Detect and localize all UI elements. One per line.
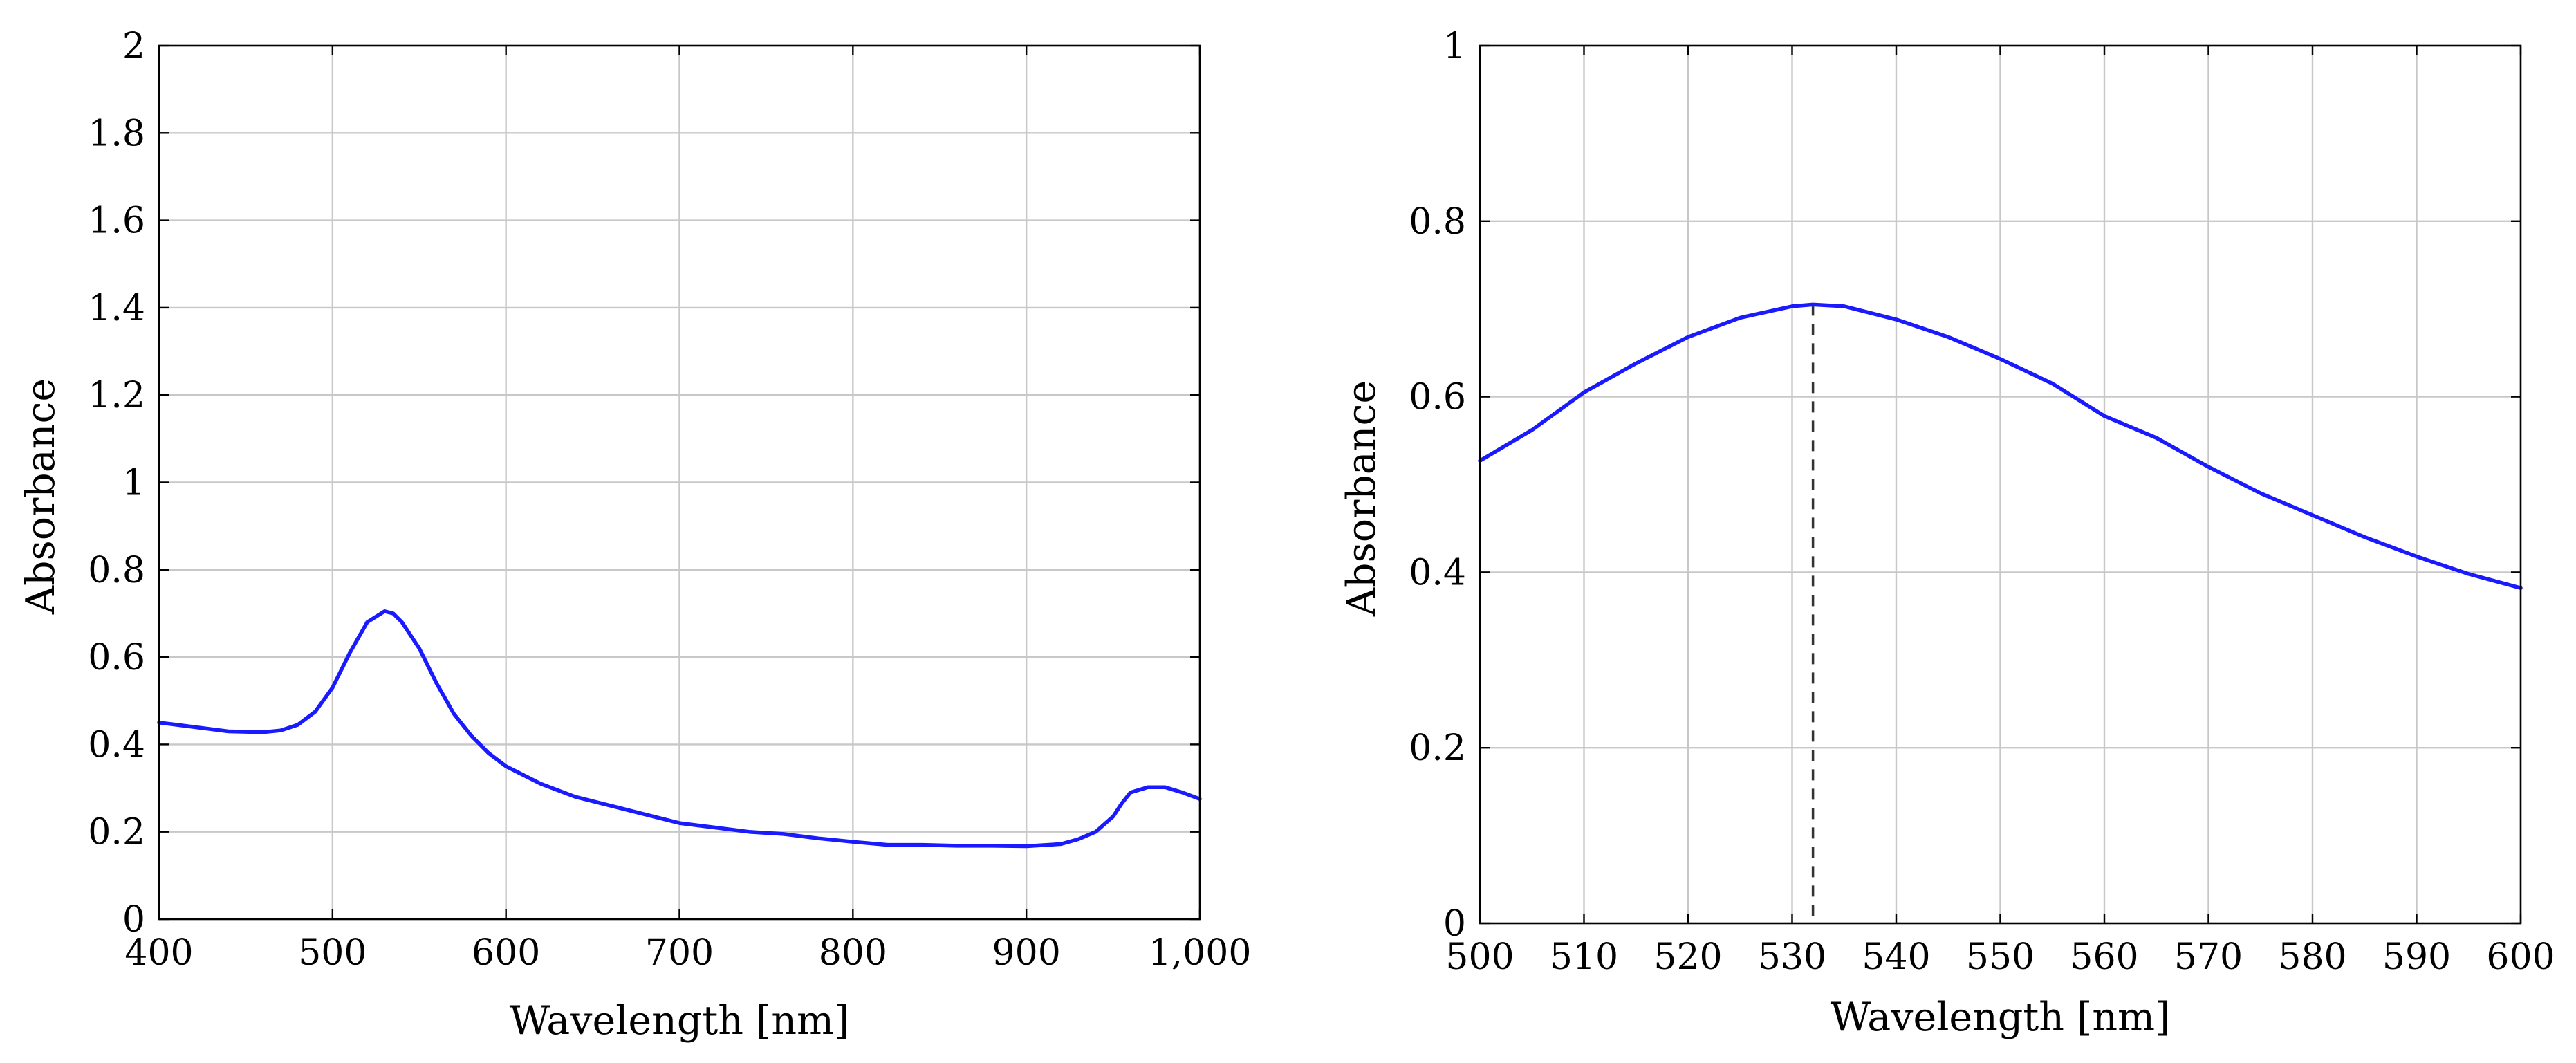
right-x-tick-label: 530: [1758, 936, 1826, 978]
left-plot-frame: [158, 44, 1201, 921]
right-x-tick-label: 550: [1966, 936, 2035, 978]
right-x-tick-label: 520: [1653, 936, 1722, 978]
left-x-axis-label: Wavelength [nm]: [510, 998, 850, 1044]
right-x-tick-label: 590: [2382, 936, 2451, 978]
right-x-tick-label: 600: [2486, 936, 2555, 978]
left-x-tick-label: 700: [645, 932, 714, 974]
left-x-tick-label: 600: [472, 932, 540, 974]
right-x-tick-label: 560: [2070, 936, 2138, 978]
right-plot-frame: [1479, 44, 2522, 925]
right-x-tick-label: 500: [1445, 936, 1514, 978]
right-x-tick-label: 540: [1862, 936, 1930, 978]
left-x-tick-label: 400: [124, 932, 193, 974]
right-y-tick-label: 0.8: [1409, 201, 1466, 243]
left-y-tick-label: 1.2: [88, 375, 145, 416]
right-y-tick-label: 0.4: [1409, 552, 1466, 593]
right-y-axis-label: Absorbance: [1339, 380, 1384, 617]
right-x-tick-label: 570: [2174, 936, 2243, 978]
left-x-tick-label: 500: [298, 932, 367, 974]
right-y-tick-label: 0.6: [1409, 377, 1466, 418]
right-y-tick-label: 0.2: [1409, 728, 1466, 769]
right-y-tick-label: 1: [1443, 26, 1466, 67]
left-y-axis-label: Absorbance: [18, 378, 64, 615]
left-y-tick-label: 0: [122, 899, 145, 941]
right-x-tick-label: 510: [1550, 936, 1618, 978]
right-y-tick-label: 0: [1443, 903, 1466, 945]
chart-left: 400 500 600 700 800 900 1,000 0 0.2 0.4 0.6 0.8 1 1.2…: [18, 26, 1251, 1044]
left-y-tick-label: 0.4: [88, 724, 145, 766]
left-x-tick-label: 1,000: [1149, 932, 1252, 974]
right-x-axis-label: Wavelength [nm]: [1831, 995, 2171, 1040]
left-y-tick-label: 0.8: [88, 550, 145, 591]
chart-right: 500 510 520 530 540 550 560 570 580 590 600 0 0.2 0.4…: [1339, 26, 2555, 1040]
left-y-tick-label: 1.6: [88, 201, 145, 242]
left-y-tick-label: 1.4: [88, 288, 145, 329]
right-series-line-0: [1478, 302, 2523, 590]
left-y-tick-label: 2: [122, 26, 145, 67]
left-series-line-0: [157, 609, 1202, 849]
left-y-tick-label: 1: [122, 463, 145, 504]
left-y-tick-label: 1.8: [88, 113, 145, 154]
left-x-tick-label: 900: [992, 932, 1061, 974]
left-y-tick-label: 0.2: [88, 812, 145, 853]
right-x-tick-label: 580: [2278, 936, 2346, 978]
left-x-tick-label: 800: [819, 932, 887, 974]
left-y-tick-label: 0.6: [88, 637, 145, 678]
